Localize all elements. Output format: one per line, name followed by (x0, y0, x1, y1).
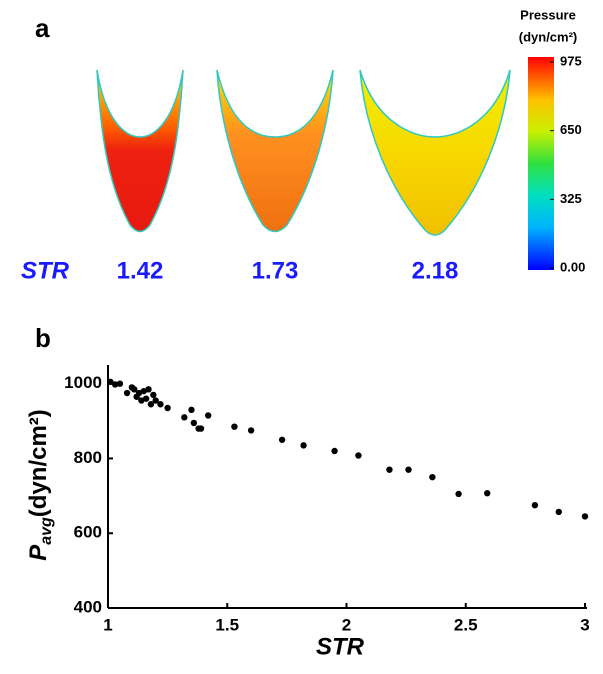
y-tick-label: 400 (74, 597, 102, 616)
x-tick-label: 2 (342, 615, 351, 634)
data-point (300, 442, 307, 449)
x-tick-label: 1 (103, 615, 112, 634)
data-point (150, 391, 157, 399)
colorbar (528, 57, 554, 270)
str-value: 1.73 (252, 257, 299, 284)
y-tick-label: 800 (74, 448, 102, 467)
data-point (204, 412, 212, 419)
data-point (123, 389, 131, 397)
ventricle-shape (96, 69, 184, 233)
data-point (152, 397, 159, 404)
data-point (145, 386, 152, 393)
x-tick-label: 1.5 (215, 615, 239, 634)
colorbar-tick-label: 0.00 (560, 259, 585, 274)
data-point (555, 508, 562, 516)
data-point (107, 378, 114, 386)
str-label: STR (21, 257, 70, 284)
data-point (181, 414, 188, 421)
colorbar-unit: (dyn/cm²) (519, 29, 578, 44)
data-point (142, 395, 150, 402)
data-point (455, 490, 462, 498)
colorbar-tick-label: 975 (560, 53, 582, 68)
data-point (331, 447, 338, 455)
str-value: 2.18 (412, 257, 459, 284)
data-point (131, 386, 138, 393)
data-point (147, 401, 155, 408)
y-label-unit: (dyn/cm²) (25, 409, 52, 517)
panel-label: b (35, 323, 51, 353)
data-point (157, 401, 164, 408)
colorbar-tick-label: 650 (560, 122, 582, 137)
data-point (111, 381, 119, 388)
data-point (164, 404, 171, 412)
data-point (278, 436, 286, 443)
data-point (531, 501, 539, 509)
y-tick-label: 600 (74, 523, 102, 542)
data-point (188, 406, 195, 414)
x-axis-label: STR (316, 633, 365, 660)
str-value: 1.42 (117, 257, 164, 284)
data-point (197, 425, 205, 432)
data-point (581, 513, 589, 520)
data-point (484, 490, 491, 497)
data-point (190, 419, 198, 427)
data-point (386, 466, 393, 473)
ventricle-shape (359, 69, 511, 236)
data-point (355, 452, 362, 459)
data-point (231, 423, 238, 430)
x-tick-label: 3 (580, 615, 589, 634)
data-point (405, 466, 412, 473)
x-tick-label: 2.5 (454, 615, 478, 634)
y-label-sub: avg (38, 517, 55, 545)
y-axis-label: Pavg(dyn/cm²) (25, 409, 55, 561)
y-tick-label: 1000 (64, 373, 102, 392)
data-point (116, 380, 124, 387)
data-point (247, 427, 255, 434)
panel-label: a (35, 13, 50, 43)
colorbar-tick-label: 325 (560, 191, 582, 206)
data-point (429, 473, 436, 481)
ventricle-shape (216, 69, 334, 233)
colorbar-title: Pressure (520, 7, 576, 22)
y-label-symbol: P (25, 544, 52, 561)
